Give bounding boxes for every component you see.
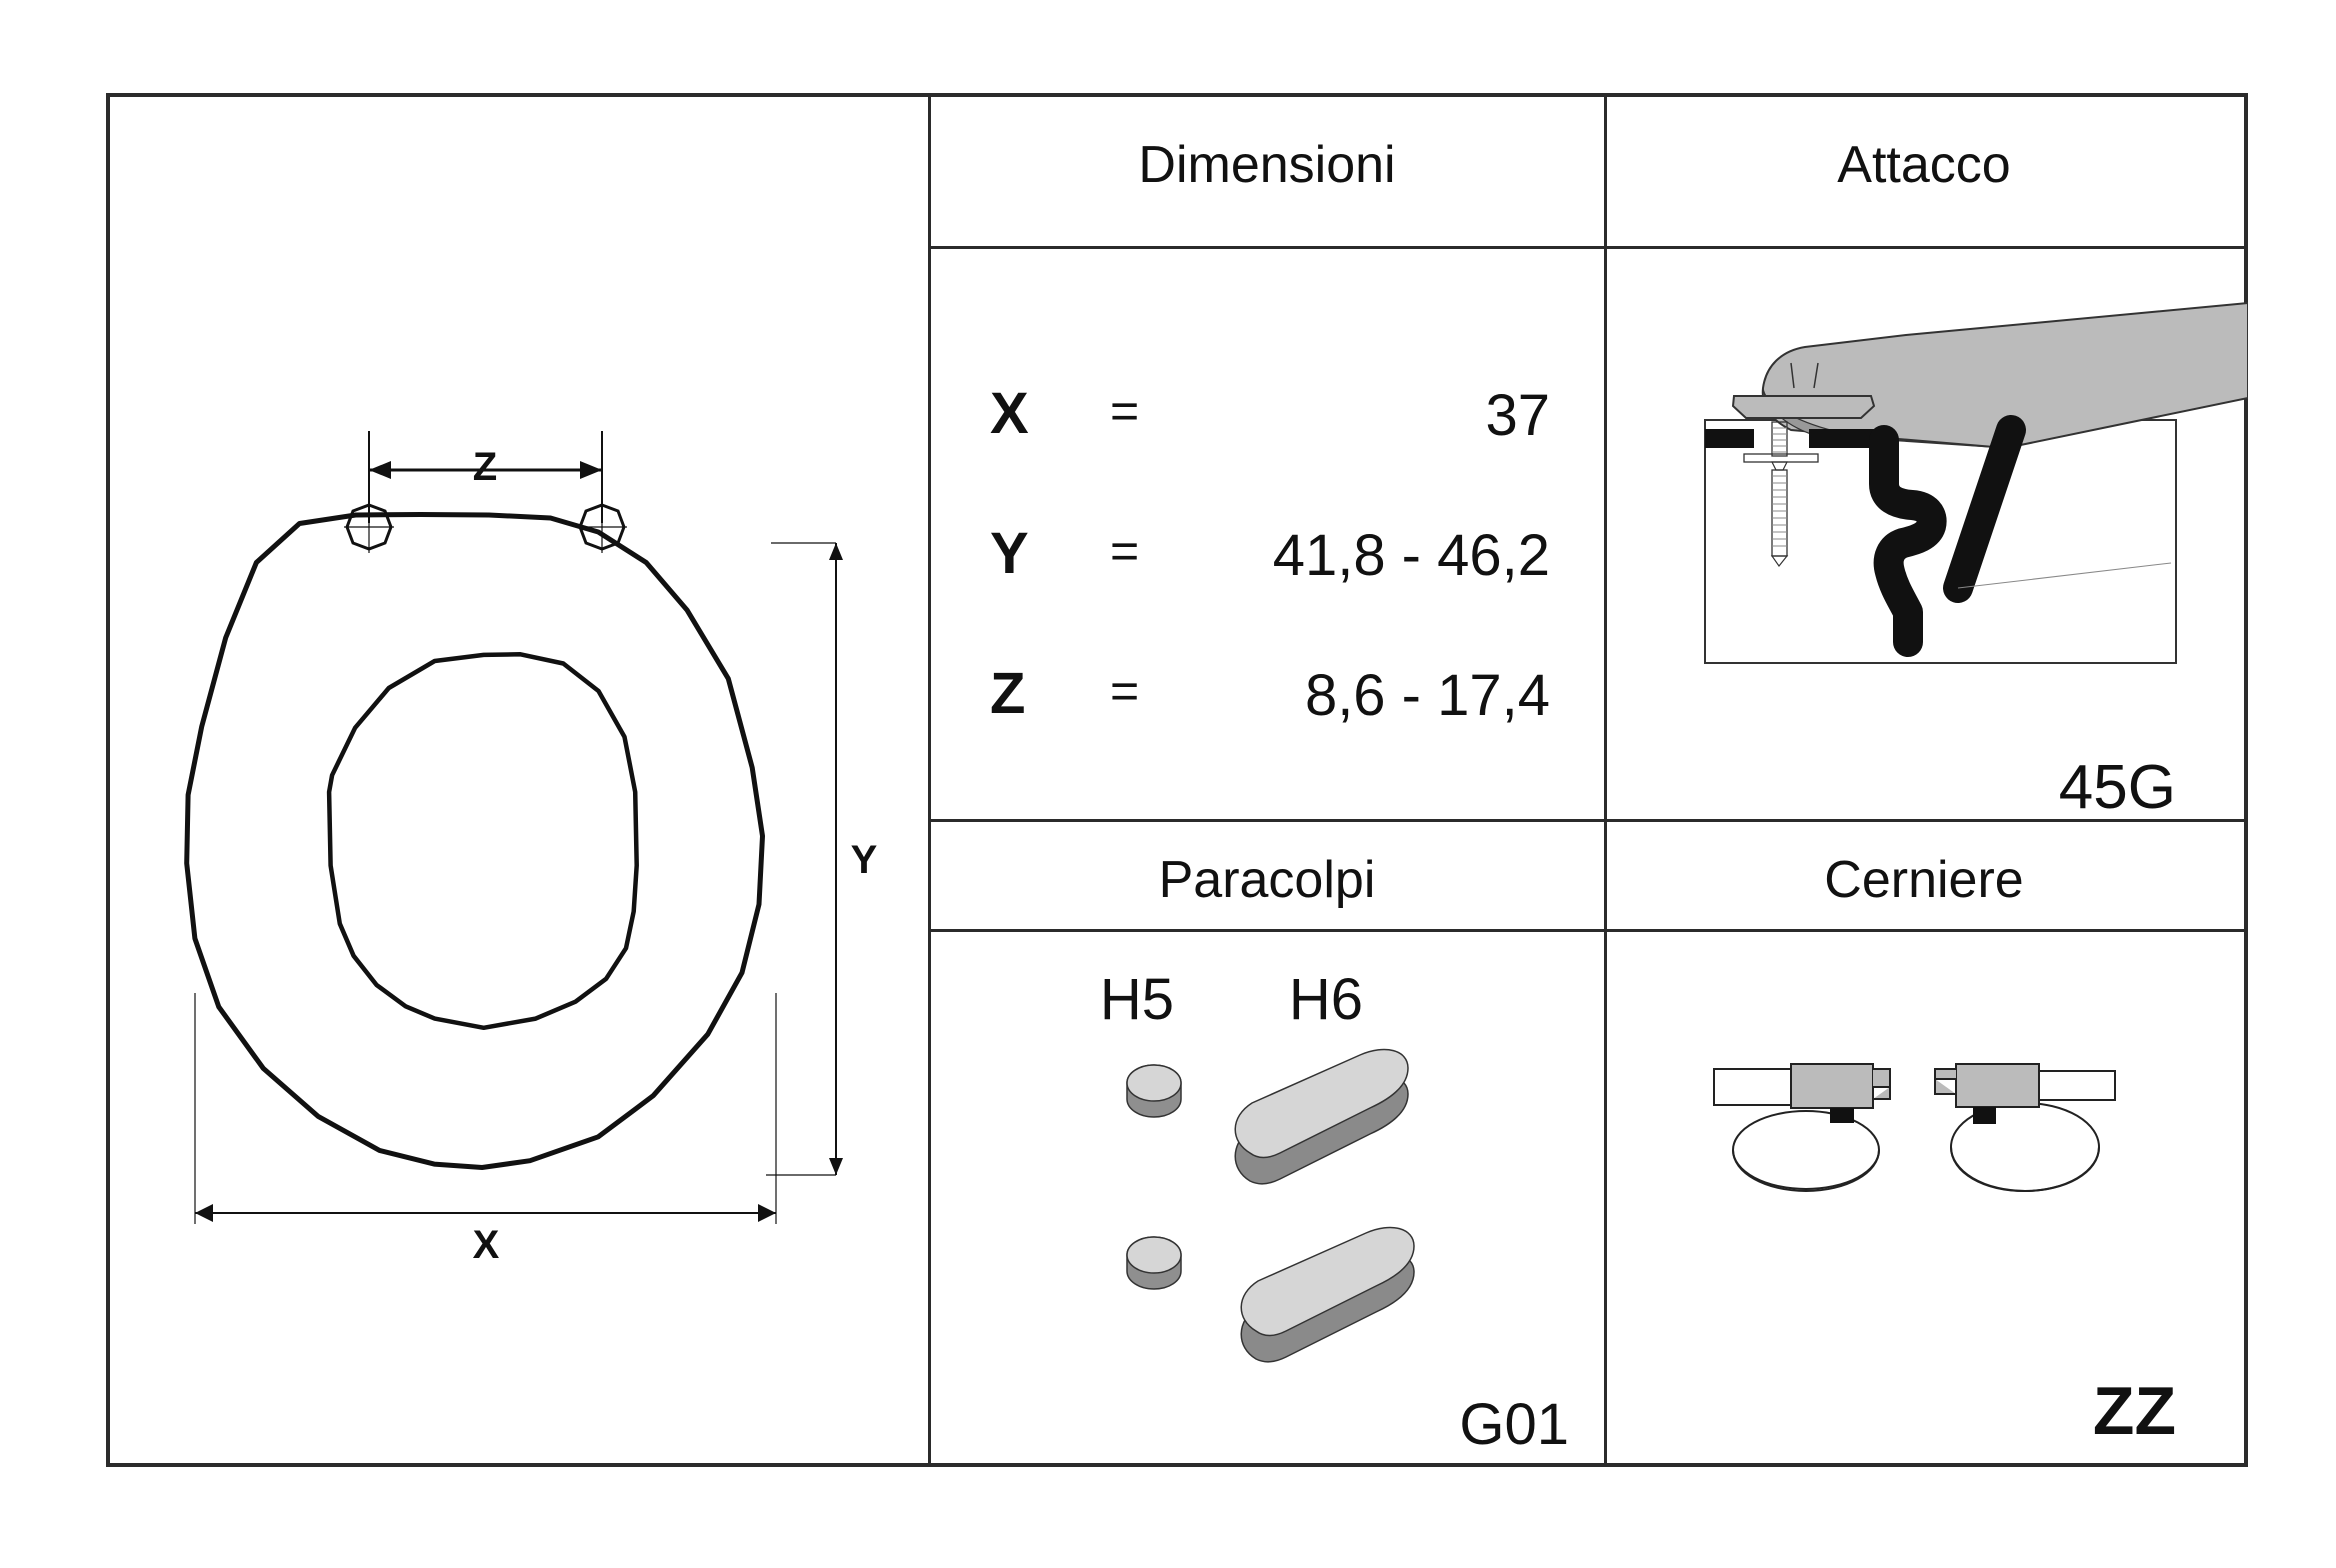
- svg-text:ZZ: ZZ: [2093, 1373, 2176, 1449]
- svg-text:Y: Y: [851, 838, 878, 882]
- svg-text:Z: Z: [473, 445, 497, 489]
- svg-text:H5: H5: [1100, 967, 1174, 1032]
- svg-text:H6: H6: [1289, 967, 1363, 1032]
- svg-text:G01: G01: [1459, 1392, 1569, 1457]
- svg-text:X: X: [473, 1223, 500, 1267]
- svg-text:45G: 45G: [2059, 753, 2176, 821]
